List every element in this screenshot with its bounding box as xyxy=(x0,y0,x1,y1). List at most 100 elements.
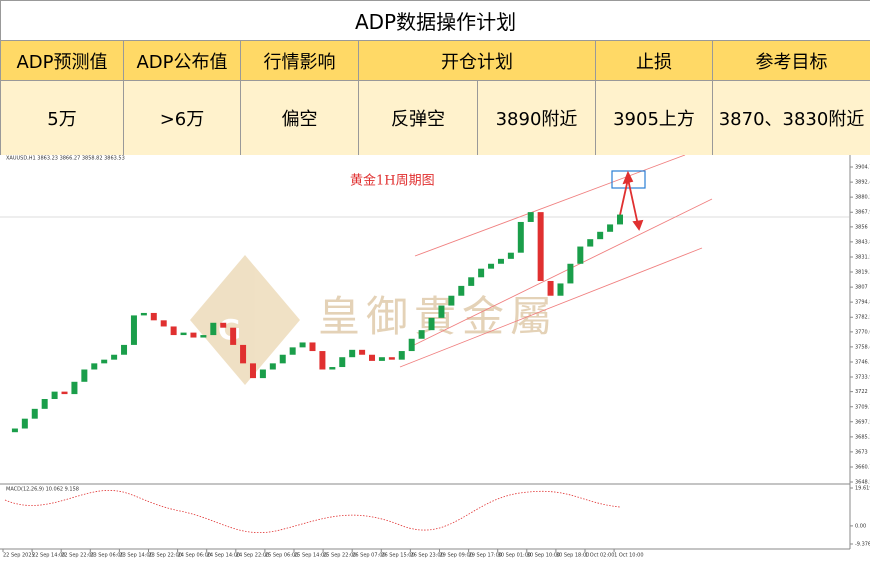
candle xyxy=(170,326,177,336)
header-cell: 开仓计划 xyxy=(358,40,596,81)
candle xyxy=(458,285,465,296)
candle xyxy=(607,224,614,232)
y-tick-label: 3758.4 xyxy=(855,344,870,350)
candle xyxy=(31,408,38,419)
chart-bg xyxy=(0,155,870,561)
candle xyxy=(349,349,356,358)
candle xyxy=(527,212,534,222)
symbol-info: XAUUSD,H1 3863.23 3866.27 3858.82 3863.5… xyxy=(6,156,125,162)
candle xyxy=(388,357,395,360)
x-tick-label: 1 Oct 10:00 xyxy=(614,553,643,559)
x-tick-label: 24 Sep 06:00 xyxy=(178,553,211,559)
y-tick-label: 3709.7 xyxy=(855,404,870,410)
x-tick-label: 22 Sep 2025 xyxy=(3,553,35,559)
y-tick-label: 3697.5 xyxy=(855,419,870,425)
candle xyxy=(398,351,405,360)
x-tick-label: 24 Sep 14:00 xyxy=(207,553,240,559)
x-tick-label: 25 Sep 22:00 xyxy=(323,553,356,559)
y-tick-label: 3660.7 xyxy=(855,465,870,471)
y-tick-label: 3904.7 xyxy=(855,165,870,171)
cell: 3870、3830附近 xyxy=(711,80,870,156)
header-cell: ADP预测值 xyxy=(0,40,124,81)
candle xyxy=(428,317,435,331)
y-tick-label: 3685.2 xyxy=(855,434,870,440)
candle xyxy=(200,335,207,338)
cell: 3890附近 xyxy=(477,80,596,156)
cell: 3905上方 xyxy=(595,80,713,156)
candle xyxy=(289,347,296,355)
x-tick-label: 22 Sep 14:00 xyxy=(32,553,65,559)
title: ADP数据操作计划 xyxy=(0,0,870,41)
y-tick-label: 3648.5 xyxy=(855,480,870,486)
y-tick-label: 3782.5 xyxy=(855,315,870,321)
logo: G xyxy=(190,255,300,385)
cell: 偏空 xyxy=(240,80,359,156)
y-tick-label: 3807 xyxy=(855,285,868,291)
candle xyxy=(617,214,623,225)
candle xyxy=(180,332,187,336)
candle xyxy=(279,354,286,364)
candle xyxy=(577,246,584,264)
candle xyxy=(190,332,197,338)
candle xyxy=(81,369,88,382)
y-tick-label: 3770.6 xyxy=(855,329,870,335)
candle xyxy=(259,369,266,379)
candle xyxy=(140,312,147,316)
y-tick-label: 3892.4 xyxy=(855,180,870,186)
header-cell: 参考目标 xyxy=(711,40,870,81)
x-tick-label: 26 Sep 15:00 xyxy=(381,553,414,559)
candle xyxy=(71,381,78,395)
x-tick-label: 29 Sep 17:00 xyxy=(469,553,502,559)
y-tick-label: 3733.9 xyxy=(855,375,870,381)
candle xyxy=(329,367,336,370)
candle xyxy=(299,342,306,348)
candle xyxy=(11,428,18,433)
x-tick-label: 26 Sep 23:00 xyxy=(410,553,443,559)
y-tick-label: 3746.1 xyxy=(855,360,870,366)
header-cell: ADP公布值 xyxy=(123,40,241,81)
macd-tick-label: 0.00 xyxy=(855,523,866,529)
candle xyxy=(567,263,574,284)
macd-label: MACD(12,26,9) 10.062 9.158 xyxy=(6,487,79,493)
x-tick-label: 23 Sep 14:00 xyxy=(119,553,152,559)
candle xyxy=(240,344,247,364)
candle xyxy=(497,258,504,264)
candle xyxy=(249,363,256,379)
candle xyxy=(160,320,167,327)
candle xyxy=(309,342,316,352)
candle xyxy=(537,212,544,281)
candle xyxy=(378,357,385,361)
x-tick-label: 22 Sep 22:00 xyxy=(61,553,94,559)
plan-table: ADP数据操作计划 ADP预测值 ADP公布值 行情影响 开仓计划 止损 参考目… xyxy=(0,0,870,156)
chart-title: 黄金1H周期图 xyxy=(350,173,435,189)
x-tick-label: 1 Oct 02:00 xyxy=(585,553,614,559)
x-tick-label: 24 Sep 22:00 xyxy=(236,553,269,559)
watermark: 皇御貴金屬 xyxy=(318,292,558,341)
y-tick-label: 3831.5 xyxy=(855,255,870,261)
candle xyxy=(51,391,58,400)
candle xyxy=(507,252,514,259)
candle xyxy=(220,322,227,328)
candle xyxy=(121,344,128,355)
macd-tick-label: 19.619 xyxy=(855,486,870,492)
channel-lines xyxy=(399,155,713,368)
candle xyxy=(478,268,485,278)
svg-text:G: G xyxy=(218,313,241,346)
cell: >6万 xyxy=(123,80,241,156)
candle xyxy=(319,351,326,370)
y-tick-label: 3880.2 xyxy=(855,195,870,201)
candle xyxy=(468,277,475,286)
y-tick-label: 3722 xyxy=(855,389,868,395)
header-cell: 止损 xyxy=(595,40,713,81)
y-tick-label: 3794.8 xyxy=(855,300,870,306)
candle xyxy=(130,315,137,345)
candle xyxy=(91,363,98,370)
y-tick-label: 3867.9 xyxy=(855,210,870,216)
candle xyxy=(269,363,276,370)
y-tick-label: 3819.3 xyxy=(855,270,870,276)
x-tick-label: 25 Sep 14:00 xyxy=(294,553,327,559)
candle xyxy=(438,305,445,318)
candle xyxy=(517,221,524,253)
candle xyxy=(369,354,376,361)
